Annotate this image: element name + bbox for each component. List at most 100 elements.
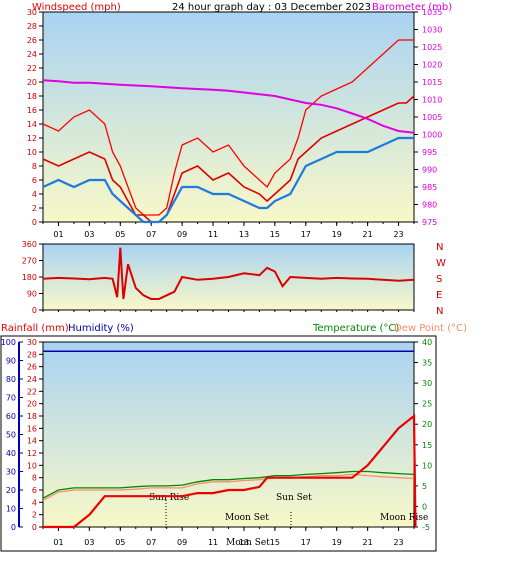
humidity-tick-label: 90 <box>6 357 16 366</box>
dir-tick-label: 90 <box>27 290 37 299</box>
baro-tick-label: 975 <box>422 218 437 227</box>
top-x-tick-label: 21 <box>363 230 373 239</box>
rain-tick-label: 6 <box>32 486 37 495</box>
temp-tick-label: 10 <box>422 461 432 470</box>
humidity-tick-label: 100 <box>1 338 16 347</box>
temp-tick-label: 0 <box>422 502 427 511</box>
bottom-x-tick-label: 15 <box>270 538 280 547</box>
wind-tick-label: 16 <box>27 106 37 115</box>
annotation-sun-rise: Sun Rise <box>149 493 189 503</box>
baro-tick-label: 995 <box>422 148 437 157</box>
baro-tick-label: 990 <box>422 166 437 175</box>
dir-tick-label: 180 <box>22 273 37 282</box>
compass-label-n-bottom: N <box>436 306 443 317</box>
rain-tick-label: 10 <box>27 461 37 470</box>
barometer-series-line <box>42 79 415 134</box>
bottom-x-tick-label: 21 <box>363 538 373 547</box>
top-x-tick-label: 03 <box>84 230 94 239</box>
temp-tick-label: 40 <box>422 338 432 347</box>
wind-tick-label: 14 <box>27 120 37 129</box>
bottom-outer-frame <box>0 335 437 552</box>
wind-tick-label: 4 <box>32 190 37 199</box>
top-plot-area <box>42 11 415 223</box>
top-x-tick-label: 17 <box>301 230 311 239</box>
annotation-sun-set: Sun Set <box>276 493 312 503</box>
bottom-x-tick-label: 09 <box>177 538 187 547</box>
rain-tick-label: 28 <box>27 350 37 359</box>
bottom-x-tick-label: 13 <box>239 538 249 547</box>
humidity-tick-label: 0 <box>11 523 16 532</box>
windspeed-axis-title: Windspeed (mph) <box>32 2 121 13</box>
humidity-tick-label: 20 <box>6 486 16 495</box>
temp-tick-label: 5 <box>422 482 427 491</box>
top-x-tick-label: 15 <box>270 230 280 239</box>
baro-tick-label: 1020 <box>422 61 442 70</box>
rain-tick-label: 4 <box>32 498 37 507</box>
barometer-axis-title: Barometer (mb) <box>372 2 452 13</box>
compass-label-e: E <box>436 290 442 301</box>
annotation-moon-set: Moon Set <box>225 513 269 523</box>
wind-tick-label: 2 <box>32 204 37 213</box>
bottom-x-tick-label: 11 <box>208 538 218 547</box>
rain-tick-label: 12 <box>27 449 37 458</box>
rain-tick-label: 0 <box>32 523 37 532</box>
annotation-moon-rise: Moon Rise <box>380 513 428 523</box>
wind-tick-label: 18 <box>27 92 37 101</box>
compass-label-n-top: N <box>436 242 443 253</box>
wind-tick-label: 10 <box>27 148 37 157</box>
bottom-x-tick-label: 05 <box>115 538 125 547</box>
top-x-tick-label: 05 <box>115 230 125 239</box>
baro-tick-label: 1030 <box>422 26 442 35</box>
bottom-x-tick-label: 17 <box>301 538 311 547</box>
wind-tick-label: 24 <box>27 50 37 59</box>
temperature-series-line <box>42 470 415 499</box>
top-x-tick-label: 07 <box>146 230 156 239</box>
temp-tick-label: -5 <box>422 523 430 532</box>
bottom-x-tick-label: 01 <box>53 538 63 547</box>
bottom-x-tick-label: 23 <box>393 538 403 547</box>
wind-tick-label: 30 <box>27 8 37 17</box>
bottom-x-tick-label: 03 <box>84 538 94 547</box>
rainfall-axis-title: Rainfall (mm) <box>1 323 69 334</box>
graph-title: 24 hour graph day : 03 December 2023 <box>172 2 371 13</box>
baro-tick-label: 1000 <box>422 131 442 140</box>
rain-tick-label: 20 <box>27 400 37 409</box>
humidity-tick-label: 30 <box>6 468 16 477</box>
wind-tick-label: 28 <box>27 22 37 31</box>
temp-tick-label: 25 <box>422 400 432 409</box>
baro-tick-label: 1010 <box>422 96 442 105</box>
dewpoint-axis-title: Dew Point (°C) <box>394 323 467 334</box>
humidity-axis-title: Humidity (%) <box>68 323 134 334</box>
temp-tick-label: 20 <box>422 420 432 429</box>
wind-tick-label: 8 <box>32 162 37 171</box>
temperature-axis-title: Temperature (°C) <box>312 323 399 334</box>
bottom-x-tick-label: 19 <box>332 538 342 547</box>
top-x-tick-label: 09 <box>177 230 187 239</box>
baro-tick-label: 1035 <box>422 8 442 17</box>
dewpoint-series-line <box>42 473 415 501</box>
rain-tick-label: 26 <box>27 363 37 372</box>
annotation-moon-set-2: Moon Set <box>226 538 270 548</box>
wind-tick-label: 6 <box>32 176 37 185</box>
humidity-tick-label: 40 <box>6 449 16 458</box>
wind-tick-label: 26 <box>27 36 37 45</box>
rain-tick-label: 30 <box>27 338 37 347</box>
bottom-plot-area <box>42 341 415 528</box>
temp-tick-label: 15 <box>422 441 432 450</box>
baro-tick-label: 1005 <box>422 113 442 122</box>
top-x-tick-label: 23 <box>393 230 403 239</box>
top-x-tick-label: 01 <box>53 230 63 239</box>
temp-tick-label: 35 <box>422 359 432 368</box>
rain-tick-label: 18 <box>27 412 37 421</box>
rain-tick-label: 8 <box>32 474 37 483</box>
baro-tick-label: 1025 <box>422 43 442 52</box>
compass-label-s: S <box>436 274 442 285</box>
rain-tick-label: 24 <box>27 375 37 384</box>
gust-series-line <box>42 39 414 216</box>
wind-tick-label: 20 <box>27 78 37 87</box>
dir-tick-label: 0 <box>32 306 37 315</box>
top-x-tick-label: 19 <box>332 230 342 239</box>
rain-tick-label: 16 <box>27 424 37 433</box>
